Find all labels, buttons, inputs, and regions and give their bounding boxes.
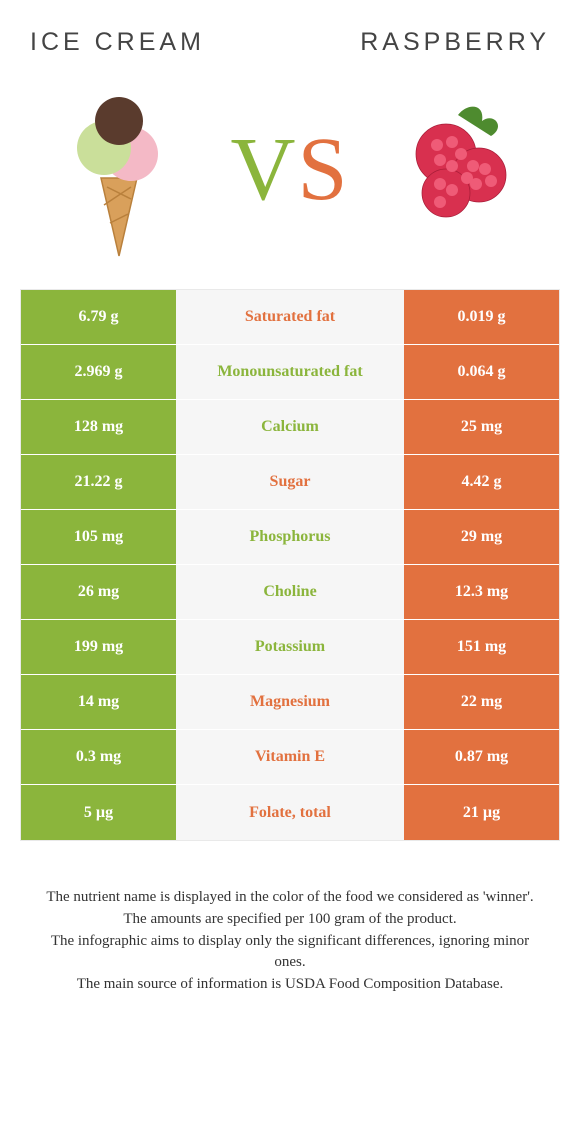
right-value: 0.87 mg [404,730,559,784]
table-row: 6.79 gSaturated fat0.019 g [21,290,559,345]
table-row: 105 mgPhosphorus29 mg [21,510,559,565]
vs-label: VS [230,118,349,221]
titles-row: ICE CREAM RASPBERRY [20,28,560,69]
left-value: 199 mg [21,620,176,674]
ice-cream-icon [44,79,194,259]
nutrient-label: Saturated fat [176,290,404,344]
left-value: 105 mg [21,510,176,564]
comparison-table: 6.79 gSaturated fat0.019 g2.969 gMonouns… [20,289,560,841]
nutrient-label: Calcium [176,400,404,454]
right-value: 29 mg [404,510,559,564]
footnote-line: The main source of information is USDA F… [38,974,542,996]
left-value: 128 mg [21,400,176,454]
table-row: 14 mgMagnesium22 mg [21,675,559,730]
left-value: 26 mg [21,565,176,619]
left-title: ICE CREAM [30,28,205,57]
table-row: 128 mgCalcium25 mg [21,400,559,455]
table-row: 5 µgFolate, total21 µg [21,785,559,840]
nutrient-label: Potassium [176,620,404,674]
nutrient-label: Magnesium [176,675,404,729]
table-row: 26 mgCholine12.3 mg [21,565,559,620]
nutrient-label: Sugar [176,455,404,509]
table-row: 21.22 gSugar4.42 g [21,455,559,510]
vs-v: V [230,120,297,219]
left-value: 14 mg [21,675,176,729]
nutrient-label: Vitamin E [176,730,404,784]
footnote-line: The infographic aims to display only the… [38,931,542,975]
table-row: 2.969 gMonounsaturated fat0.064 g [21,345,559,400]
table-row: 0.3 mgVitamin E0.87 mg [21,730,559,785]
right-title: RASPBERRY [360,28,550,57]
nutrient-label: Phosphorus [176,510,404,564]
hero-row: VS [20,69,560,289]
left-value: 2.969 g [21,345,176,399]
right-value: 12.3 mg [404,565,559,619]
nutrient-label: Folate, total [176,785,404,840]
left-value: 5 µg [21,785,176,840]
right-value: 22 mg [404,675,559,729]
footnote-line: The nutrient name is displayed in the co… [38,887,542,909]
footnotes: The nutrient name is displayed in the co… [20,841,560,996]
right-value: 0.064 g [404,345,559,399]
nutrient-label: Monounsaturated fat [176,345,404,399]
right-value: 0.019 g [404,290,559,344]
table-row: 199 mgPotassium151 mg [21,620,559,675]
right-value: 4.42 g [404,455,559,509]
nutrient-label: Choline [176,565,404,619]
left-value: 0.3 mg [21,730,176,784]
footnote-line: The amounts are specified per 100 gram o… [38,909,542,931]
right-value: 25 mg [404,400,559,454]
right-value: 151 mg [404,620,559,674]
raspberry-icon [386,79,536,259]
vs-s: S [297,120,349,219]
left-value: 21.22 g [21,455,176,509]
left-value: 6.79 g [21,290,176,344]
right-value: 21 µg [404,785,559,840]
